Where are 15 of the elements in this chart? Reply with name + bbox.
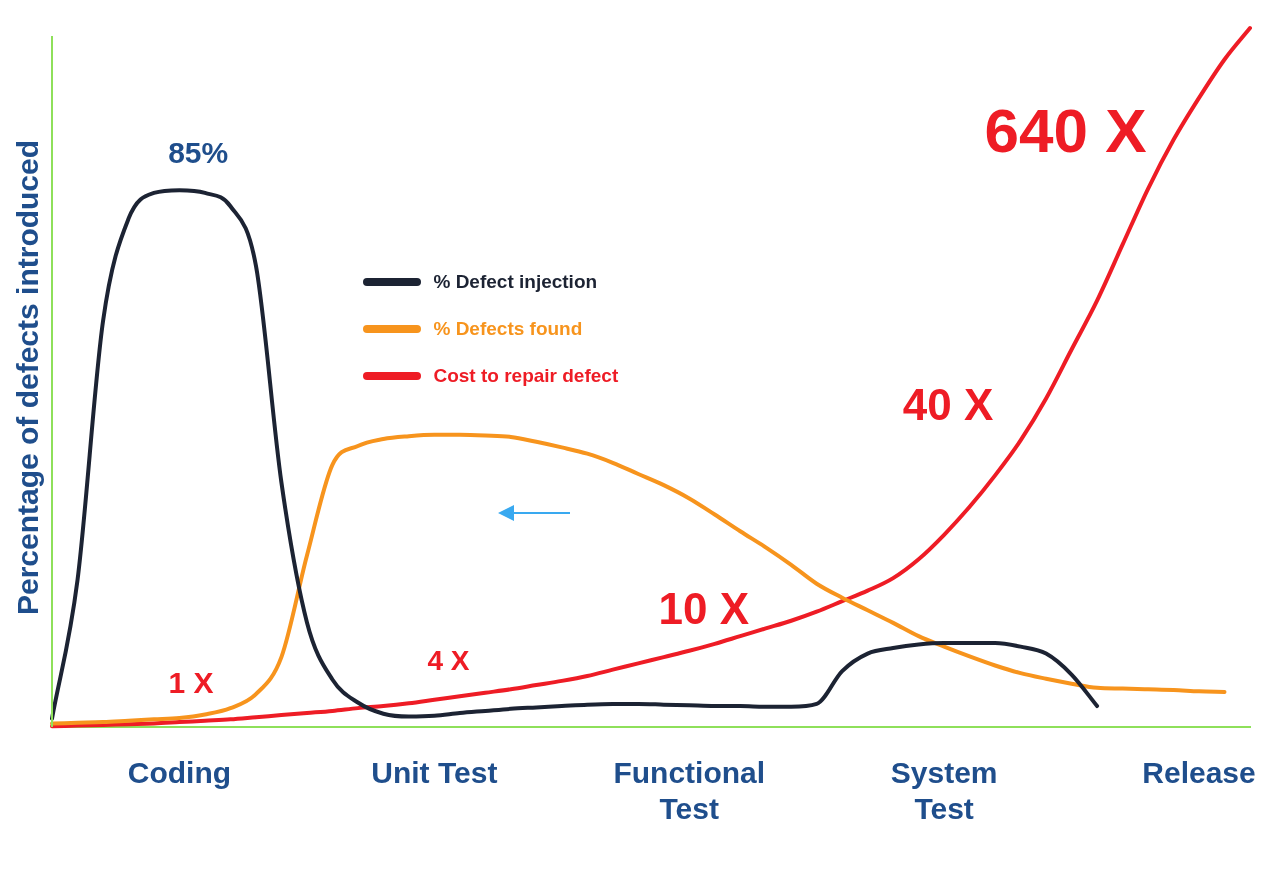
annotation: 40 X bbox=[902, 380, 994, 430]
x-tick-label: Functional Test bbox=[613, 756, 766, 826]
annotation: 85% bbox=[168, 136, 229, 170]
legend-label: % Defect injection bbox=[433, 271, 598, 294]
x-tick-label: Release bbox=[1142, 756, 1256, 790]
legend-label: Cost to repair defect bbox=[433, 365, 619, 388]
legend-label: % Defects found bbox=[433, 318, 583, 341]
annotation: 640 X bbox=[984, 96, 1147, 166]
annotation: 10 X bbox=[658, 583, 749, 633]
x-tick-label: Unit Test bbox=[371, 756, 498, 790]
x-tick-label: System Test bbox=[890, 756, 998, 826]
annotation: 4 X bbox=[427, 644, 470, 676]
y-axis-title: Percentage of defects introduced bbox=[11, 139, 45, 616]
x-tick-label: Coding bbox=[127, 756, 232, 790]
annotation: 1 X bbox=[168, 666, 214, 700]
